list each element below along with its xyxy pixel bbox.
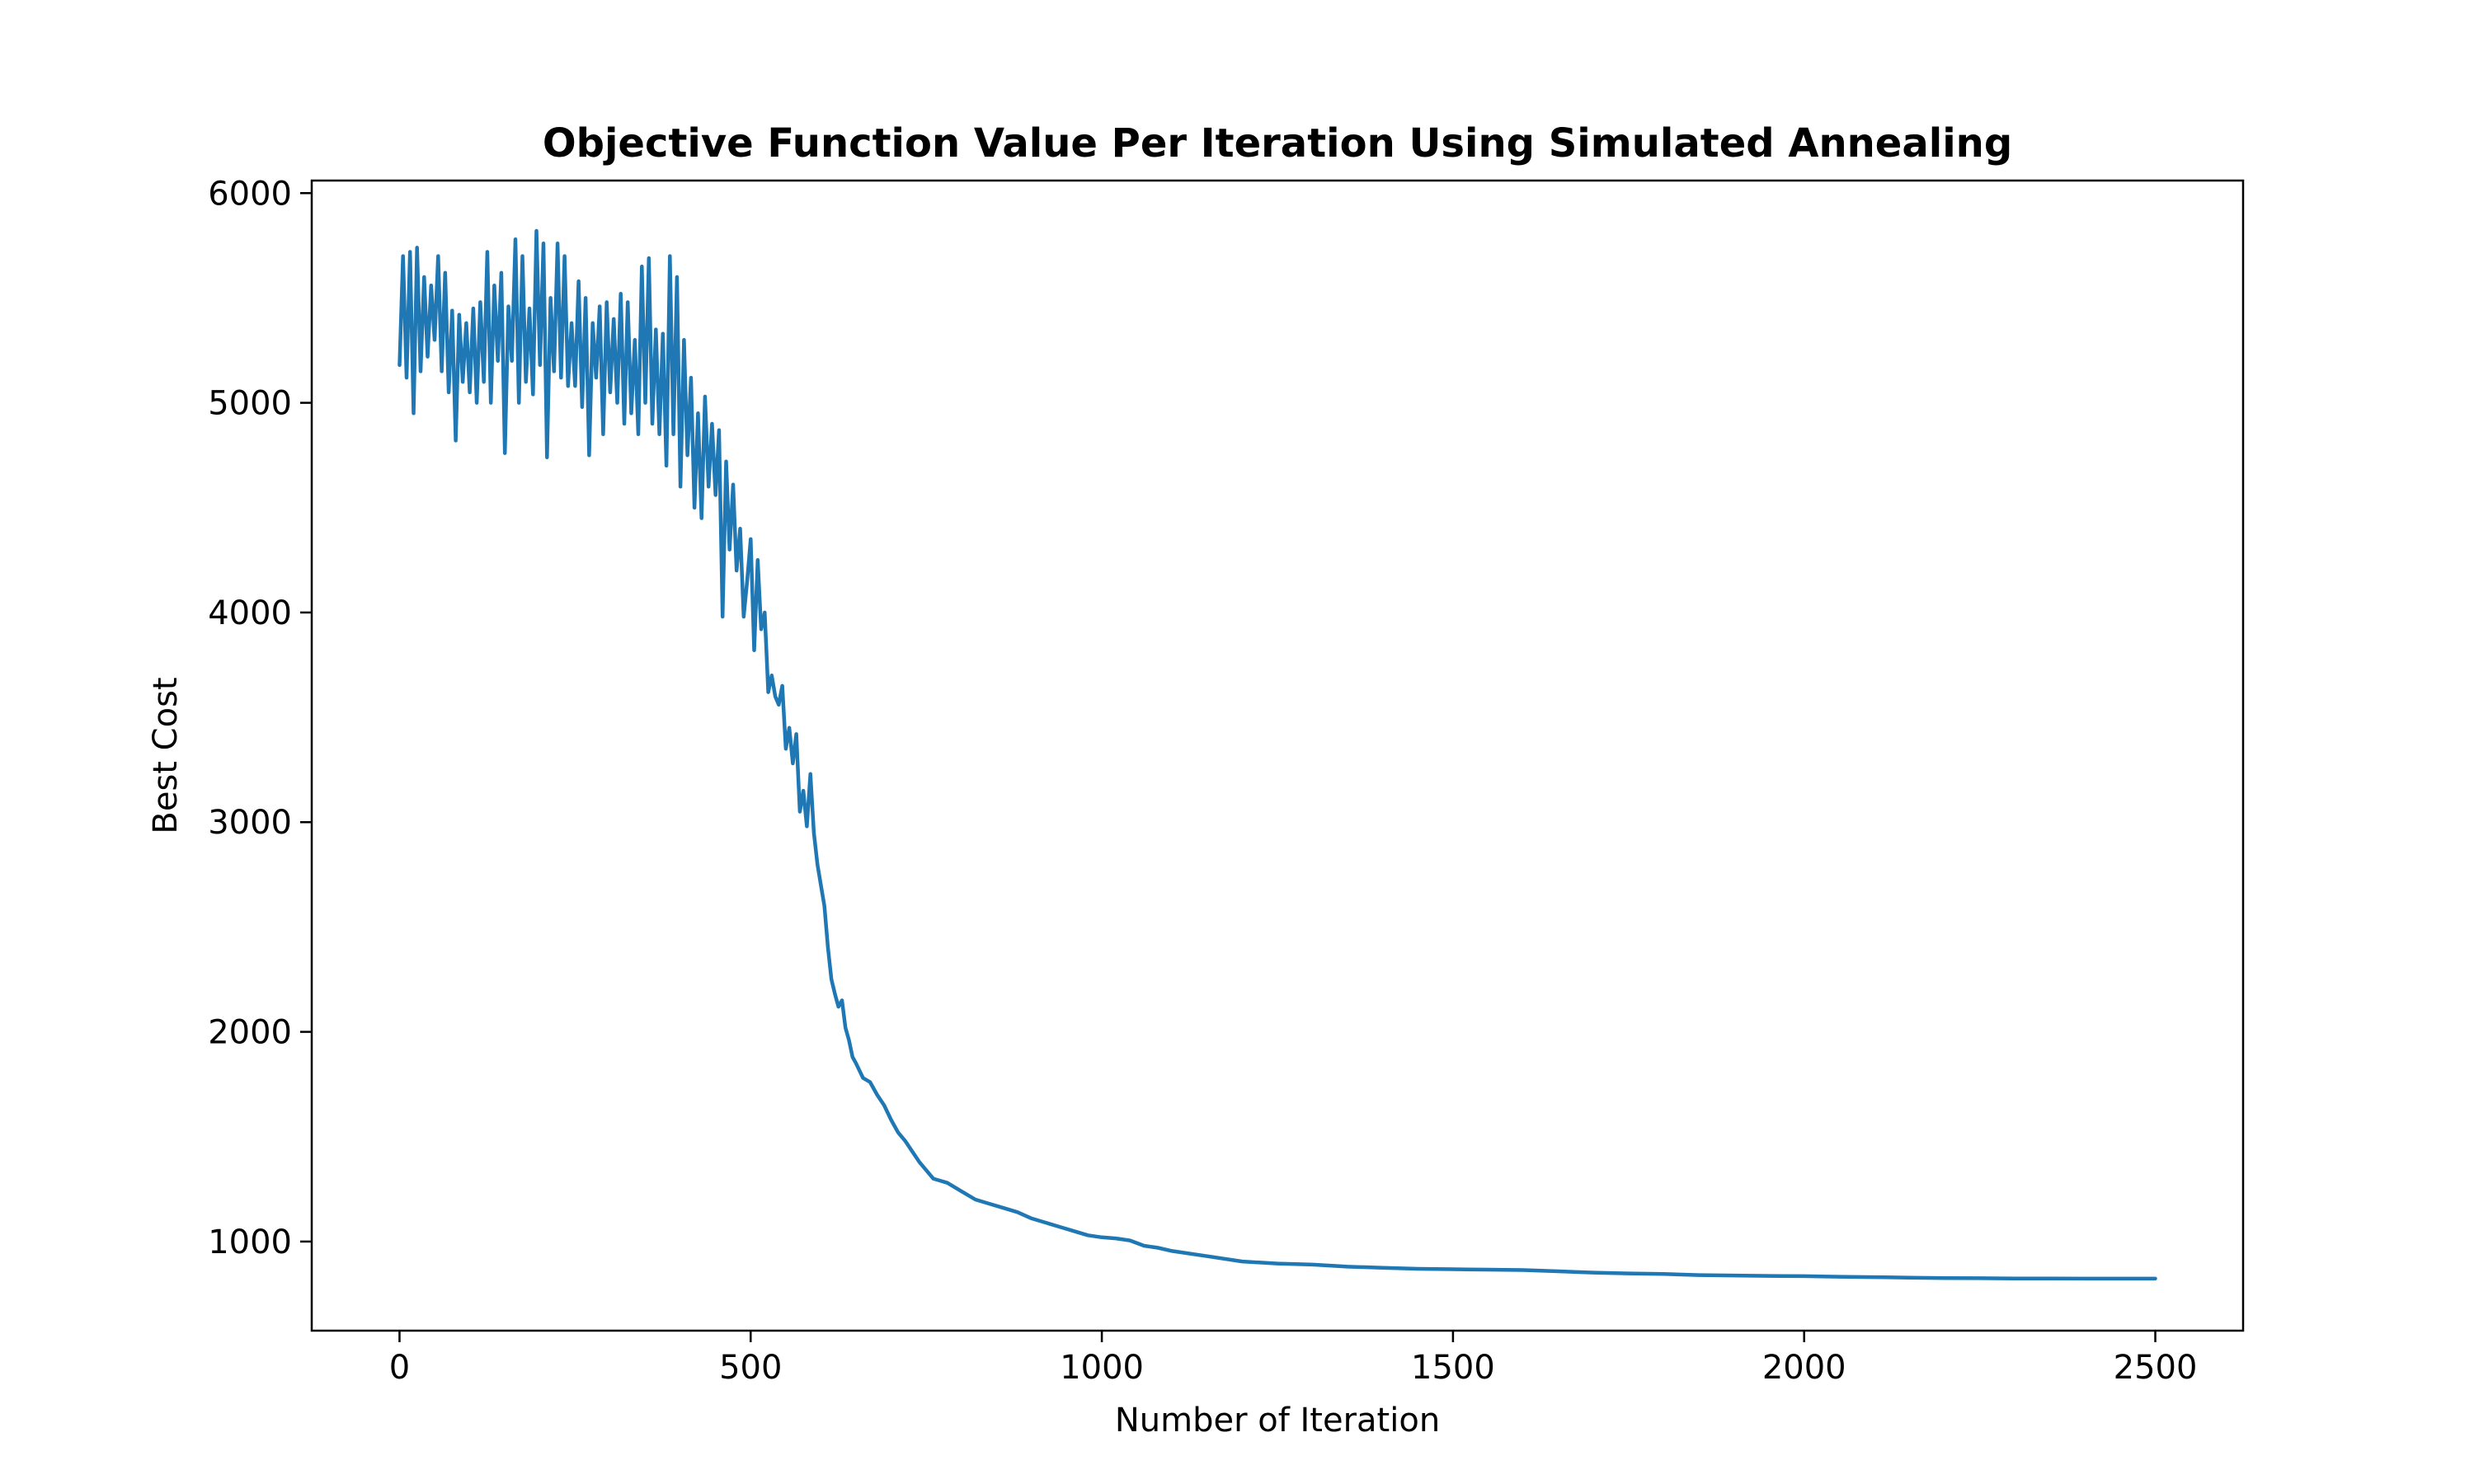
x-tick-label: 1500: [1411, 1349, 1495, 1387]
y-tick-label: 4000: [208, 594, 292, 632]
axes-frame: [310, 179, 2245, 1332]
series-line-0: [397, 228, 2157, 1281]
y-tick-label: 1000: [208, 1223, 292, 1261]
y-tick-label: 3000: [208, 804, 292, 842]
y-axis-label: Best Cost: [147, 677, 185, 834]
x-tick-label: 2500: [2114, 1349, 2198, 1387]
chart-title: Objective Function Value Per Iteration U…: [543, 120, 2012, 167]
x-tick-label: 0: [389, 1349, 410, 1387]
x-tick-label: 2000: [1762, 1349, 1846, 1387]
y-axis: 1000 2000 3000 4000 5000 6000: [208, 175, 312, 1261]
y-tick-label: 5000: [208, 385, 292, 423]
y-tick-label: 2000: [208, 1014, 292, 1052]
x-tick-label: 1000: [1060, 1349, 1144, 1387]
x-axis: 0 500 1000 1500 2000 2500: [389, 1331, 2198, 1387]
y-tick-label: 6000: [208, 175, 292, 213]
x-tick-label: 500: [719, 1349, 782, 1387]
plot-area: [397, 228, 2157, 1281]
x-axis-label: Number of Iteration: [1115, 1402, 1440, 1439]
